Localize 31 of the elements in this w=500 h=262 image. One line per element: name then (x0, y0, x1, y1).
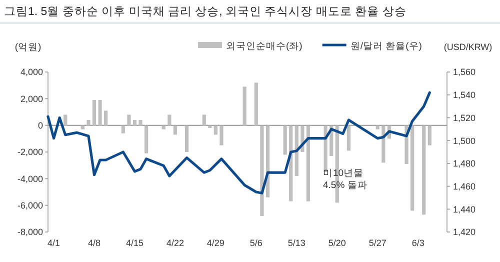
xtick: 5/6 (250, 238, 262, 248)
y2tick: 1,420 (453, 227, 476, 238)
legend-label: 외국인순매수(좌) (226, 41, 302, 52)
legend-label: 원/달러 환율(우) (350, 41, 422, 52)
title: 그림1. 5월 중하순 이후 미국채 금리 상승, 외국인 주식시장 매도로 환율 상승 (4, 6, 406, 18)
y2tick: 1,560 (453, 67, 476, 78)
y2tick: 1,500 (453, 136, 476, 146)
xtick: 5/20 (328, 238, 346, 248)
ytick: -8,000 (17, 227, 43, 238)
y2label: (USD/KRW) (444, 42, 492, 52)
ytick: -4,000 (17, 174, 43, 184)
annotation: 미10년물 4.5% 돌파 (323, 168, 368, 191)
ytick: 4,000 (20, 67, 43, 78)
xtick: 6/3 (412, 238, 424, 248)
xtick: 4/15 (126, 238, 144, 248)
y2tick: 1,440 (453, 204, 476, 214)
xtick: 4/29 (206, 238, 224, 248)
xtick: 4/1 (48, 238, 60, 248)
ytick: -6,000 (17, 200, 43, 211)
xtick: 5/27 (368, 238, 386, 248)
ylabel: (억원) (14, 42, 42, 53)
xtick: 4/22 (166, 238, 184, 248)
y2tick: 1,540 (453, 90, 476, 100)
xtick: 5/13 (288, 238, 306, 248)
xtick: 4/8 (88, 238, 101, 248)
y2tick: 1,520 (453, 112, 476, 123)
ytick: 2,000 (20, 94, 43, 104)
y2tick: 1,460 (453, 181, 476, 192)
ytick: 0 (38, 120, 43, 131)
y2tick: 1,480 (453, 158, 476, 169)
ytick: -2,000 (17, 147, 43, 158)
